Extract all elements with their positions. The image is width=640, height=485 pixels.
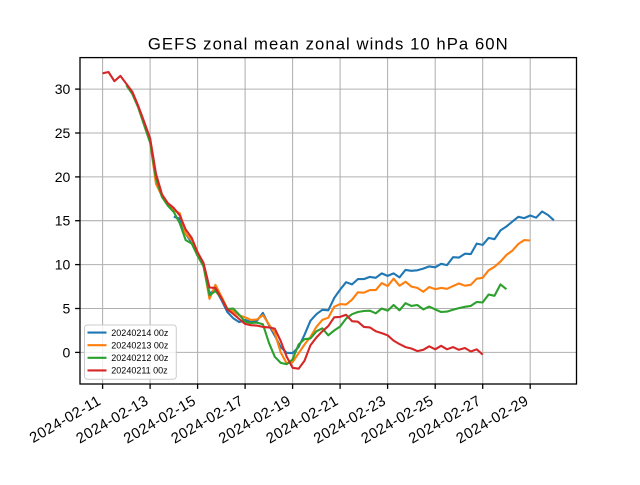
svg-text:0: 0 <box>63 344 71 360</box>
svg-text:20240214 00z: 20240214 00z <box>111 328 169 338</box>
svg-text:20240213 00z: 20240213 00z <box>111 340 169 350</box>
svg-text:10: 10 <box>55 257 71 273</box>
svg-text:GEFS zonal mean zonal winds 10: GEFS zonal mean zonal winds 10 hPa 60N <box>148 35 509 54</box>
svg-text:20240212 00z: 20240212 00z <box>111 353 169 363</box>
svg-text:20240211 00z: 20240211 00z <box>111 366 168 376</box>
svg-text:20: 20 <box>55 169 71 185</box>
svg-text:30: 30 <box>55 81 71 97</box>
svg-text:5: 5 <box>63 301 71 317</box>
svg-text:15: 15 <box>55 213 71 229</box>
svg-text:25: 25 <box>55 125 71 141</box>
